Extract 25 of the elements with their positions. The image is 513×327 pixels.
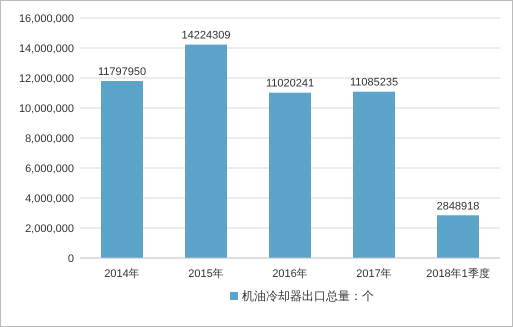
data-label: 11020241 xyxy=(266,78,314,90)
bar xyxy=(437,215,479,258)
x-tick-label: 2016年 xyxy=(272,268,308,280)
bar xyxy=(353,92,395,258)
y-tick-label: 2,000,000 xyxy=(25,223,74,235)
bar xyxy=(185,44,227,258)
bar xyxy=(101,81,143,258)
y-tick-label: 16,000,000 xyxy=(18,13,74,25)
bar xyxy=(269,92,311,258)
legend: 机油冷却器出口总量：个 xyxy=(230,289,374,303)
y-tick-label: 14,000,000 xyxy=(18,43,74,55)
x-tick-label: 2014年 xyxy=(104,268,140,280)
y-tick-label: 10,000,000 xyxy=(18,103,74,115)
data-label: 14224309 xyxy=(182,30,230,42)
y-tick-label: 6,000,000 xyxy=(25,163,74,175)
y-tick-label: 12,000,000 xyxy=(18,73,74,85)
y-tick-label: 4,000,000 xyxy=(25,193,74,205)
data-label: 2848918 xyxy=(436,200,480,212)
x-tick-label: 2018年1季度 xyxy=(426,267,490,280)
y-tick-label: 0 xyxy=(68,253,74,265)
x-tick-label: 2017年 xyxy=(356,268,392,280)
x-tick-label: 2015年 xyxy=(188,268,224,280)
data-label: 11085235 xyxy=(350,76,398,89)
data-label: 11797950 xyxy=(98,66,146,78)
y-tick-label: 8,000,000 xyxy=(25,133,74,145)
